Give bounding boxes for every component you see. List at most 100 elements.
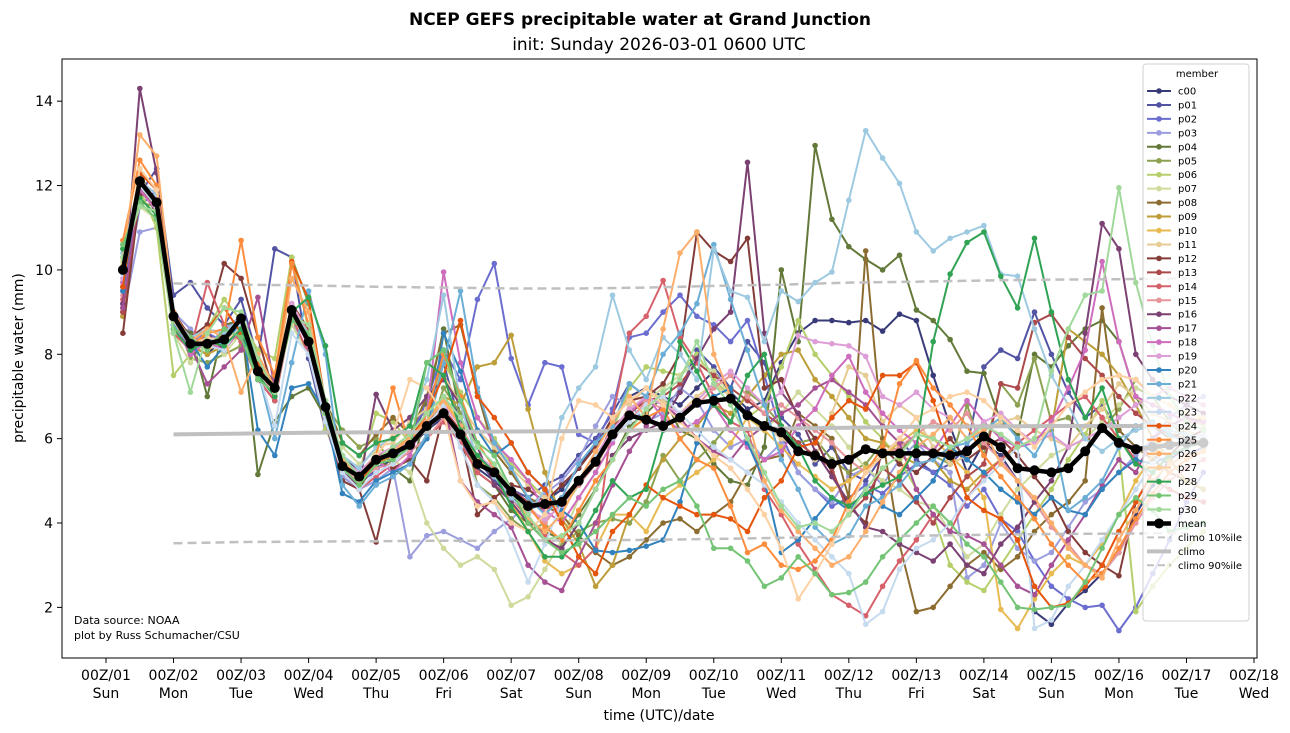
data-point-p21 <box>761 402 768 408</box>
data-point-p22 <box>424 376 430 383</box>
data-point-p22 <box>896 180 903 187</box>
data-point-p13 <box>998 381 1004 387</box>
data-point-mean <box>843 454 854 465</box>
data-point-p06 <box>778 364 785 370</box>
data-point-p04 <box>947 336 953 343</box>
data-point-p18 <box>964 397 970 404</box>
data-point-p21 <box>744 347 751 353</box>
data-point-p20 <box>626 547 633 554</box>
x-tick-day-label: Tue <box>228 686 253 702</box>
data-point-p21 <box>457 288 464 294</box>
data-point-p19 <box>879 393 886 400</box>
data-point-p29 <box>1065 602 1072 609</box>
data-point-p21 <box>964 440 970 446</box>
legend-entry-p05: p05 <box>1147 156 1197 167</box>
data-point-p28 <box>390 435 396 442</box>
data-point-p28 <box>440 372 447 379</box>
data-point-p14 <box>660 277 666 284</box>
data-point-p10 <box>998 606 1004 613</box>
data-point-p17 <box>1048 562 1055 568</box>
data-point-p23 <box>288 330 295 337</box>
legend-marker <box>1156 409 1162 415</box>
chart-subtitle: init: Sunday 2026-03-01 0600 UTC <box>512 35 806 55</box>
data-point-mean <box>860 444 871 455</box>
data-point-p18 <box>879 410 886 417</box>
data-point-mean <box>506 486 517 497</box>
data-point-p18 <box>609 440 616 446</box>
data-point-p28 <box>559 554 565 560</box>
data-point-p16 <box>964 562 970 568</box>
data-point-p12 <box>221 260 227 267</box>
data-point-p24 <box>592 570 599 577</box>
x-tick-label: 00Z/10 <box>689 668 739 684</box>
data-point-p02 <box>542 359 548 366</box>
data-point-p28 <box>474 452 481 459</box>
data-point-mean <box>776 427 787 438</box>
data-point-mean <box>117 264 128 275</box>
data-point-p04 <box>440 326 447 332</box>
data-point-p08 <box>913 608 920 615</box>
data-point-p03 <box>1082 499 1088 505</box>
data-point-p24 <box>761 494 768 501</box>
data-point-p02 <box>508 355 514 362</box>
data-point-p25 <box>846 499 852 505</box>
data-point-p03 <box>440 528 447 535</box>
data-point-p17 <box>795 402 801 408</box>
data-point-p26 <box>288 275 295 282</box>
data-point-p26 <box>559 511 565 518</box>
data-point-mean <box>928 448 939 459</box>
data-point-p06 <box>660 368 666 375</box>
data-point-mean <box>185 338 196 349</box>
data-point-p27 <box>964 389 970 396</box>
data-point-p30 <box>592 486 599 493</box>
legend-label: p05 <box>1178 156 1197 167</box>
data-point-p21 <box>1014 435 1021 442</box>
legend-marker <box>1156 241 1162 248</box>
data-point-p29 <box>711 545 717 552</box>
data-point-p27 <box>981 397 987 404</box>
data-point-mean <box>658 421 669 431</box>
data-point-p18 <box>1082 347 1088 353</box>
data-point-p25 <box>761 541 768 547</box>
data-point-p28 <box>727 419 734 425</box>
data-point-p25 <box>812 558 818 564</box>
data-point-p03 <box>1031 558 1038 564</box>
data-point-p30 <box>575 520 582 526</box>
data-point-p29 <box>1048 604 1055 611</box>
data-point-p23 <box>1065 583 1072 590</box>
data-point-p27 <box>1116 372 1122 379</box>
data-point-p03 <box>1014 545 1021 552</box>
legend-label: p06 <box>1178 170 1197 181</box>
data-point-p03 <box>795 469 801 476</box>
x-tick-label: 00Z/13 <box>891 668 941 684</box>
data-point-p27 <box>424 385 430 391</box>
data-point-p24 <box>474 393 481 400</box>
data-point-p26 <box>1014 478 1021 484</box>
data-point-p08 <box>1099 305 1105 311</box>
x-tick-day-label: Mon <box>159 686 189 702</box>
data-point-mean <box>708 395 719 406</box>
data-point-p02 <box>964 503 970 509</box>
data-point-p20 <box>204 364 211 370</box>
data-point-p24 <box>626 511 633 518</box>
data-point-mean <box>573 475 584 486</box>
data-point-p23 <box>356 486 363 493</box>
data-point-p30 <box>964 435 970 442</box>
legend-entry-p23: p23 <box>1147 407 1197 418</box>
data-point-p28 <box>879 482 886 488</box>
data-point-p21 <box>694 300 700 307</box>
data-point-c00 <box>1048 621 1055 628</box>
data-point-mean <box>489 467 500 478</box>
series-p30 <box>120 184 1207 543</box>
data-point-p21 <box>305 288 312 294</box>
data-point-p21 <box>727 296 734 303</box>
data-point-p22 <box>592 364 599 370</box>
data-point-p04 <box>204 393 211 400</box>
data-point-p17 <box>204 381 211 387</box>
data-point-p16 <box>677 389 683 396</box>
data-point-p17 <box>525 562 531 568</box>
legend-entry-c00: c00 <box>1147 87 1196 98</box>
data-point-p20 <box>694 440 700 446</box>
legend-label: p11 <box>1178 240 1197 251</box>
data-point-p02 <box>677 292 683 299</box>
